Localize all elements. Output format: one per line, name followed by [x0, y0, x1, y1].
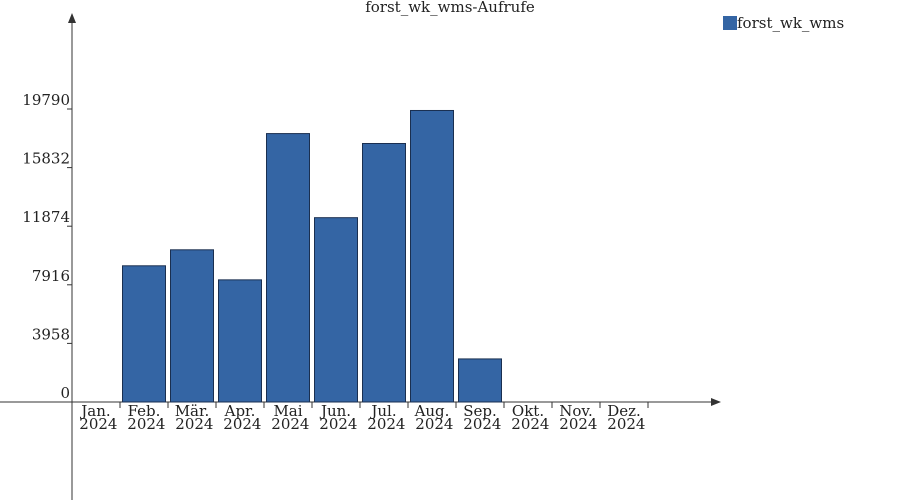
y-tick-label: 7916	[32, 267, 70, 285]
x-tick-label: Mär. 2024	[171, 402, 214, 433]
y-tick-label: 3958	[32, 325, 70, 343]
y-tick-label: 15832	[22, 150, 70, 168]
legend-swatch	[723, 16, 737, 30]
x-tick-label: Apr. 2024	[219, 402, 262, 433]
x-tick-label: Okt. 2024	[507, 402, 550, 433]
bar	[170, 249, 214, 403]
legend-label: forst_wk_wms	[737, 14, 844, 32]
x-tick-label: Sep. 2024	[459, 402, 502, 433]
y-tick-label: 0	[60, 384, 70, 402]
x-tick-label: Jul. 2024	[363, 402, 406, 433]
bar	[362, 142, 406, 403]
y-tick-label: 11874	[22, 208, 70, 226]
bar	[266, 133, 310, 403]
x-tick-label: Dez. 2024	[603, 402, 646, 433]
x-tick-label: Jun. 2024	[315, 402, 358, 433]
x-tick-label: Mai 2024	[267, 402, 310, 433]
chart-title: forst_wk_wms-Aufrufe	[365, 0, 535, 16]
x-tick-label: Jan. 2024	[75, 402, 118, 433]
x-tick-label: Aug. 2024	[411, 402, 454, 433]
x-tick-label: Feb. 2024	[123, 402, 166, 433]
bar	[458, 358, 502, 403]
bar	[410, 109, 454, 403]
bar	[314, 217, 358, 403]
y-tick-label: 19790	[22, 91, 70, 109]
x-tick-label: Nov. 2024	[555, 402, 598, 433]
bar	[122, 265, 166, 403]
bar	[218, 279, 262, 403]
